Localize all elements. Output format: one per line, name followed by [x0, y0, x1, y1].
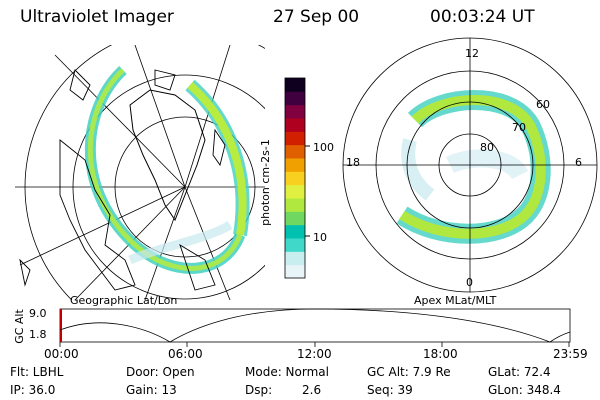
- apex-panel-label: Apex MLat/MLT: [414, 294, 497, 307]
- colorbar-tick-100: 100: [313, 141, 334, 154]
- status-glon: GLon: 348.4: [488, 383, 561, 397]
- colorbar-segment: [285, 78, 305, 92]
- colorbar-segment: [285, 238, 305, 252]
- status-ip: IP: 36.0: [10, 383, 56, 397]
- alt-tick-1.8: 1.8: [29, 328, 47, 341]
- colorbar-segment: [285, 251, 305, 266]
- time-tick-1200: 12:00: [297, 347, 332, 361]
- lat-label-70: 70: [512, 121, 526, 134]
- date-label: 27 Sep 00: [273, 7, 360, 27]
- status-dsp-label: Dsp:: [245, 383, 273, 397]
- colorbar-segment: [285, 184, 305, 199]
- status-door: Door: Open: [126, 365, 195, 379]
- colorbar-gradient: [285, 78, 305, 279]
- colorbar-segment: [285, 198, 305, 212]
- colorbar-segment: [285, 224, 305, 239]
- colorbar-segment: [285, 211, 305, 226]
- mlt-label-18: 18: [346, 156, 360, 169]
- colorbar-segment: [285, 91, 305, 106]
- colorbar-segment: [285, 171, 305, 186]
- mlt-label-12: 12: [465, 47, 479, 60]
- status-dsp-value: 2.6: [302, 383, 322, 397]
- time-tick-0000: 00:00: [44, 347, 79, 361]
- colorbar-segment: [285, 144, 305, 159]
- time-tick-1800: 18:00: [423, 347, 458, 361]
- status-glat: GLat: 72.4: [488, 365, 551, 379]
- status-mode: Mode: Normal: [245, 365, 329, 379]
- status-gc-alt: GC Alt: 7.9 Re: [367, 365, 451, 379]
- mlt-label-6: 6: [575, 156, 582, 169]
- altitude-curve: [59, 308, 571, 343]
- time-label: 00:03:24 UT: [430, 7, 535, 27]
- colorbar-unit-label: photon cm-2s-1: [258, 139, 272, 226]
- lat-label-80: 80: [480, 141, 494, 154]
- geographic-map: [15, 45, 265, 300]
- geo-panel-label: Geographic Lat/Lon: [70, 294, 178, 307]
- alt-tick-9: 9.0: [29, 307, 47, 320]
- mlt-label-0: 0: [466, 276, 473, 289]
- colorbar-segment: [285, 264, 305, 279]
- apex-polar-plot: [342, 37, 598, 293]
- status-seq: Seq: 39: [367, 383, 413, 397]
- colorbar-segment: [285, 118, 305, 132]
- altitude-axis-title: GC Alt: [12, 309, 26, 344]
- lat-label-60: 60: [536, 98, 550, 111]
- colorbar-segment: [285, 131, 305, 146]
- altitude-timeline: [59, 308, 571, 347]
- time-tick-2359: 23:59: [553, 347, 588, 361]
- status-flt: Flt: LBHL: [10, 365, 64, 379]
- colorbar-segment: [285, 158, 305, 172]
- status-gain: Gain: 13: [126, 383, 177, 397]
- colorbar-tick-10: 10: [313, 231, 327, 244]
- colorbar: [284, 77, 310, 279]
- time-tick-0600: 06:00: [168, 347, 203, 361]
- instrument-title: Ultraviolet Imager: [20, 7, 174, 27]
- colorbar-segment: [285, 104, 305, 119]
